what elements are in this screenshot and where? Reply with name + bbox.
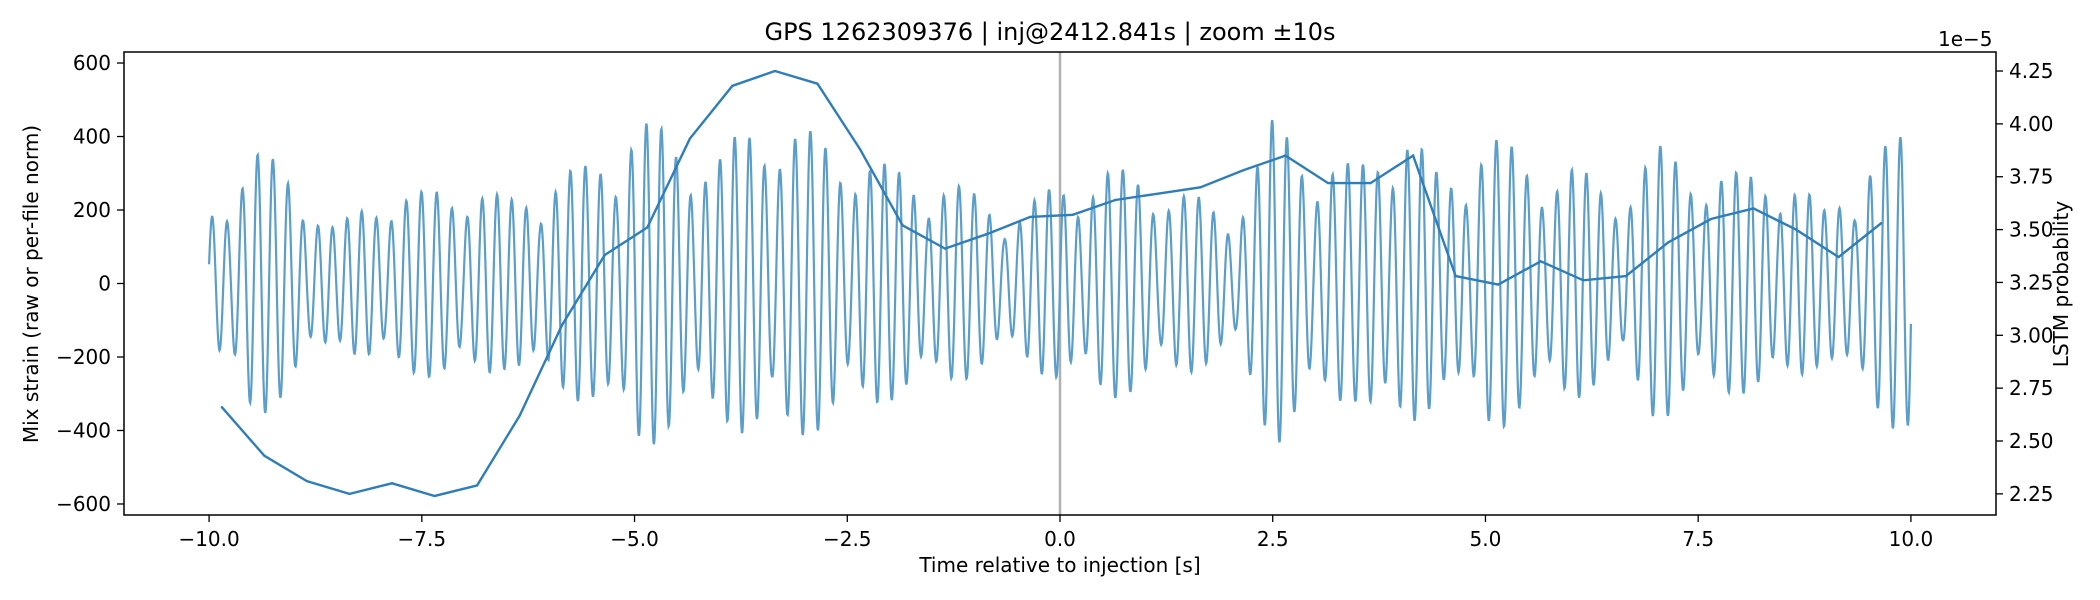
probability-point — [646, 226, 649, 229]
x-tick-label: 7.5 — [1682, 527, 1714, 551]
axes: −10.0 −7.5 −5.0 −2.5 0.0 2.5 5.0 7.5 10.0 −600 −40… — [56, 51, 2053, 551]
probability-point — [1369, 181, 1372, 185]
probability-point — [1667, 241, 1670, 244]
probability-series-line — [220, 69, 1882, 498]
probability-point — [901, 224, 904, 227]
y-right-tick-label: 3.75 — [2009, 165, 2054, 189]
y-left-axis-label: Mix strain (raw or per-file norm) — [19, 125, 43, 443]
probability-point — [305, 479, 309, 483]
x-tick-label: −10.0 — [178, 527, 239, 551]
y-right-tick-label: 3.25 — [2009, 270, 2054, 294]
probability-point — [1326, 181, 1330, 185]
x-axis-label: Time relative to injection [s] — [918, 553, 1200, 577]
probability-point — [1114, 198, 1117, 202]
y-left-tick-label: −400 — [56, 418, 111, 442]
probability-point — [986, 232, 989, 236]
probability-point — [1497, 283, 1500, 286]
probability-point — [1454, 274, 1457, 278]
probability-point — [390, 482, 394, 485]
probability-point — [816, 82, 819, 85]
probability-point — [475, 484, 479, 487]
probability-point — [943, 247, 947, 250]
x-tick-label: −5.0 — [610, 527, 659, 551]
probability-point — [1837, 255, 1840, 259]
y-right-tick-label: 4.00 — [2009, 112, 2054, 136]
probability-point — [1582, 279, 1585, 282]
probability-point — [731, 84, 734, 88]
probability-point — [348, 492, 351, 496]
probability-point — [1879, 222, 1883, 225]
x-tick-label: 0.0 — [1044, 527, 1076, 551]
y-left-tick-label: 400 — [73, 125, 111, 149]
probability-point — [858, 148, 862, 151]
probability-point — [1624, 274, 1628, 278]
y-right-tick-label: 4.25 — [2009, 59, 2054, 83]
y-right-tick-label: 3.00 — [2009, 323, 2054, 347]
probability-point — [1284, 154, 1287, 157]
x-tick-label: 2.5 — [1257, 527, 1289, 551]
probability-point — [518, 414, 521, 417]
strain-series-line — [207, 119, 1913, 445]
y-left-tick-label: −600 — [56, 492, 111, 516]
probability-point — [1071, 213, 1074, 216]
probability-point — [1156, 192, 1160, 195]
x-tick-label: 5.0 — [1470, 527, 1502, 551]
x-tick-label: 10.0 — [1889, 527, 1934, 551]
probability-point — [1794, 228, 1798, 231]
probability-point — [688, 137, 692, 140]
y-right-tick-label: 2.50 — [2009, 429, 2054, 453]
probability-point — [773, 69, 777, 73]
y-left-tick-label: −200 — [56, 345, 111, 369]
probability-point — [561, 323, 564, 326]
y-right-tick-label: 3.50 — [2009, 218, 2054, 242]
probability-point — [1539, 260, 1542, 263]
right-axis-multiplier: 1e−5 — [1938, 27, 1993, 51]
y-left-tick-label: 200 — [73, 198, 111, 222]
probability-point — [1709, 217, 1713, 221]
probability-point — [1752, 207, 1755, 210]
probability-point — [1199, 186, 1202, 189]
y-right-tick-label: 2.75 — [2009, 376, 2054, 400]
x-tick-label: −2.5 — [823, 527, 872, 551]
y-left-tick-label: 0 — [98, 272, 111, 296]
probability-point — [1241, 169, 1245, 172]
probability-point — [263, 454, 266, 458]
x-tick-label: −7.5 — [398, 527, 447, 551]
probability-point — [1411, 154, 1415, 157]
probability-point — [220, 405, 224, 409]
chart-title: GPS 1262309376 | inj@2412.841s | zoom ±1… — [764, 18, 1335, 46]
probability-point — [1029, 215, 1032, 219]
y-left-tick-label: 600 — [73, 51, 111, 75]
probability-point — [433, 494, 436, 498]
plot-area — [207, 52, 1913, 515]
y-right-axis-label: LSTM probability — [2049, 201, 2073, 368]
probability-point — [603, 253, 606, 257]
y-right-tick-label: 2.25 — [2009, 482, 2054, 506]
